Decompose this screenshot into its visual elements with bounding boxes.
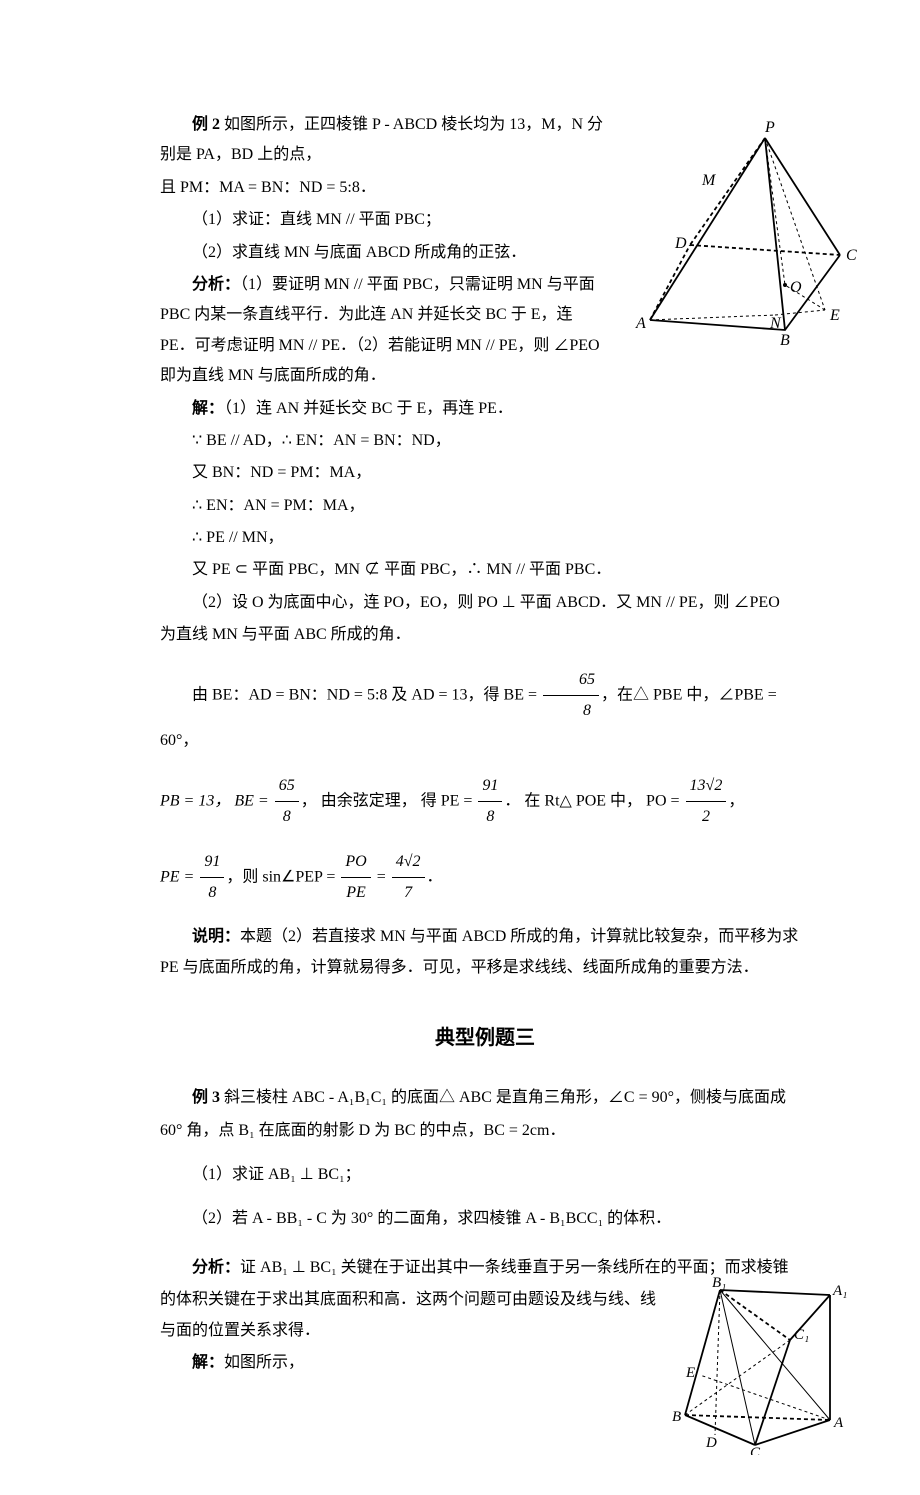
svg-text:P: P bbox=[764, 120, 775, 136]
ex2-solve-line5: ∴ PE // MN， bbox=[160, 523, 610, 553]
svg-text:D: D bbox=[674, 235, 687, 252]
frac-den: PE bbox=[341, 878, 370, 908]
ex3-solve-label: 解： bbox=[192, 1354, 224, 1371]
ex3-problem-text1: 斜三棱柱 ABC - A₁B₁C₁ 的底面△ ABC 是直角三角形，∠C = 9… bbox=[220, 1089, 786, 1106]
ex2-solve2-line2: 为直线 MN 与平面 ABC 所成的角． bbox=[160, 620, 810, 650]
ex2-math3-eq: = bbox=[373, 868, 390, 885]
svg-text:E: E bbox=[829, 307, 840, 324]
frac-den: 8 bbox=[543, 696, 599, 726]
ex2-math3-pre: PE = bbox=[160, 868, 198, 885]
svg-text:C₁: C₁ bbox=[794, 1327, 809, 1343]
ex2-solve-line2: ∵ BE // AD，∴ EN：AN = BN：ND， bbox=[160, 426, 610, 456]
ex2-math2: PB = 13， BE = 658， 由余弦定理， 得 PE = 918． 在 … bbox=[160, 771, 810, 833]
ex2-math2-mid2: ． 在 Rt△ POE 中， PO = bbox=[504, 792, 683, 809]
ex2-solve-label: 解： bbox=[192, 400, 224, 417]
frac-num: PO bbox=[341, 847, 370, 878]
fraction: 658 bbox=[543, 665, 599, 727]
ex2-problem-text1: 如图所示，正四棱锥 P - ABCD 棱长均为 13，M，N 分别是 PA，BD… bbox=[160, 116, 603, 163]
frac-num: 65 bbox=[543, 665, 599, 696]
ex2-math2-mid1: ， 由余弦定理， 得 PE = bbox=[301, 792, 477, 809]
svg-text:A₁: A₁ bbox=[832, 1283, 847, 1299]
frac-num: 4√2 bbox=[392, 847, 425, 878]
frac-num: 65 bbox=[275, 771, 299, 802]
svg-text:B: B bbox=[672, 1409, 681, 1425]
svg-text:D: D bbox=[705, 1435, 717, 1451]
ex2-math2-pre: PB = 13， BE = bbox=[160, 792, 273, 809]
ex2-math2-post: ， bbox=[728, 792, 744, 809]
frac-den: 8 bbox=[478, 802, 502, 832]
ex2-solve-line1: 解：（1）连 AN 并延长交 BC 于 E，再连 PE． bbox=[160, 394, 610, 424]
ex2-explain-body: 本题（2）若直接求 MN 与平面 ABCD 所成的角，计算就比较复杂，而平移为求… bbox=[160, 928, 798, 975]
svg-text:C: C bbox=[750, 1445, 761, 1455]
prism-diagram: B₁ A₁ C₁ E B A D C bbox=[660, 1275, 850, 1455]
ex2-solve-line6: 又 PE ⊂ 平面 PBC，MN ⊄ 平面 PBC，∴ MN // 平面 PBC… bbox=[160, 555, 810, 585]
ex2-math1-pre: 由 BE：AD = BN：ND = 5:8 及 AD = 13，得 BE = bbox=[192, 686, 541, 703]
svg-text:B: B bbox=[780, 332, 790, 349]
ex2-math3-mid1: ，则 sin∠PEP = bbox=[226, 868, 339, 885]
svg-text:C: C bbox=[846, 247, 857, 264]
pyramid-diagram: P M D C A B N E O bbox=[630, 120, 870, 350]
ex2-analysis-label: 分析： bbox=[192, 276, 240, 293]
svg-text:M: M bbox=[701, 172, 717, 189]
ex3-problem-line1: 例 3 斜三棱柱 ABC - A₁B₁C₁ 的底面△ ABC 是直角三角形，∠C… bbox=[160, 1083, 810, 1113]
svg-text:E: E bbox=[685, 1365, 695, 1381]
fraction: 13√22 bbox=[686, 771, 727, 833]
section3-title: 典型例题三 bbox=[160, 1019, 810, 1057]
ex2-solve-line3: 又 BN：ND = PM：MA， bbox=[160, 458, 610, 488]
ex3-solve-body: 如图所示， bbox=[224, 1354, 304, 1371]
frac-den: 8 bbox=[275, 802, 299, 832]
svg-text:A: A bbox=[635, 315, 646, 332]
ex2-problem-line1: 例 2 如图所示，正四棱锥 P - ABCD 棱长均为 13，M，N 分别是 P… bbox=[160, 110, 610, 171]
ex2-analysis: 分析：（1）要证明 MN // 平面 PBC，只需证明 MN 与平面 PBC 内… bbox=[160, 270, 610, 392]
ex2-q1: （1）求证：直线 MN // 平面 PBC； bbox=[160, 205, 610, 235]
fraction: 918 bbox=[200, 847, 224, 909]
fraction: POPE bbox=[341, 847, 370, 909]
frac-num: 13√2 bbox=[686, 771, 727, 802]
frac-den: 2 bbox=[686, 802, 727, 832]
frac-num: 91 bbox=[200, 847, 224, 878]
svg-text:A: A bbox=[833, 1415, 844, 1431]
ex3-label: 例 3 bbox=[192, 1089, 220, 1106]
ex2-math1: 由 BE：AD = BN：ND = 5:8 及 AD = 13，得 BE = 6… bbox=[160, 665, 810, 757]
fraction: 658 bbox=[275, 771, 299, 833]
ex2-explain-label: 说明： bbox=[192, 928, 240, 945]
ex2-math3: PE = 918，则 sin∠PEP = POPE = 4√27． bbox=[160, 847, 810, 909]
frac-num: 91 bbox=[478, 771, 502, 802]
frac-den: 7 bbox=[392, 878, 425, 908]
ex3-q1: （1）求证 AB₁ ⊥ BC₁； bbox=[160, 1160, 810, 1190]
ex2-q2: （2）求直线 MN 与底面 ABCD 所成角的正弦． bbox=[160, 238, 610, 268]
svg-text:O: O bbox=[790, 279, 802, 296]
fraction: 4√27 bbox=[392, 847, 425, 909]
ex2-math3-post: ． bbox=[427, 868, 443, 885]
frac-den: 8 bbox=[200, 878, 224, 908]
ex3-analysis-line1: 分析：证 AB₁ ⊥ BC₁ 关键在于证出其中一条线垂直于另一条线所在的平面；而… bbox=[160, 1253, 810, 1283]
ex2-solve2-line1: （2）设 O 为底面中心，连 PO，EO，则 PO ⊥ 平面 ABCD．又 MN… bbox=[160, 588, 810, 618]
ex3-analysis-label: 分析： bbox=[192, 1259, 240, 1276]
ex3-q2: （2）若 A - BB₁ - C 为 30° 的二面角，求四棱锥 A - B₁B… bbox=[160, 1204, 810, 1234]
ex3-problem-line2: 60° 角，点 B₁ 在底面的射影 D 为 BC 的中点，BC = 2cm． bbox=[160, 1116, 810, 1146]
fraction: 918 bbox=[478, 771, 502, 833]
ex2-solve-text1: （1）连 AN 并延长交 BC 于 E，再连 PE． bbox=[224, 400, 513, 417]
ex3-analysis-text1: 证 AB₁ ⊥ BC₁ 关键在于证出其中一条线垂直于另一条线所在的平面；而求棱锥 bbox=[240, 1259, 789, 1276]
ex2-label: 例 2 bbox=[192, 116, 220, 133]
svg-text:N: N bbox=[769, 315, 782, 332]
ex2-explain: 说明：本题（2）若直接求 MN 与平面 ABCD 所成的角，计算就比较复杂，而平… bbox=[160, 922, 810, 983]
ex2-problem-line2: 且 PM：MA = BN：ND = 5:8． bbox=[160, 173, 610, 203]
ex2-solve-line4: ∴ EN：AN = PM：MA， bbox=[160, 491, 610, 521]
